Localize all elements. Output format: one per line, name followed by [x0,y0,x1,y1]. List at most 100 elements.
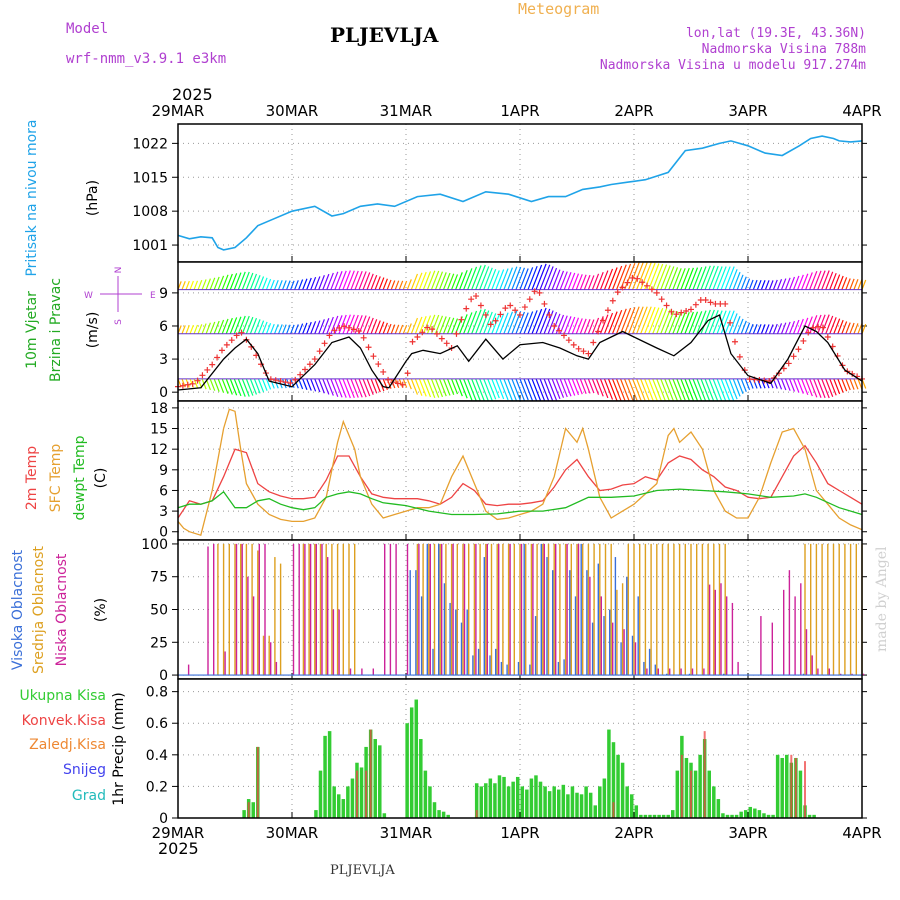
wind-barb [660,378,671,404]
wind-barb [338,270,347,290]
precip-bar [798,770,803,818]
wind-barb [668,267,679,290]
panel-clouds: 0 25 50 75 100 Visoka Oblacnost Srednja Oblacn… [10,537,867,684]
wind-barb [756,324,762,334]
wind-barb [543,378,554,403]
wind-barb [700,265,711,290]
wind-barb [829,272,837,290]
wind-barb [274,279,279,290]
model-label: Model [66,21,108,37]
wind-barb [789,320,796,334]
wind-barb [418,271,427,290]
pressure-series-line [177,135,863,251]
wind-barb [318,378,325,394]
y-tick-label: 1022 [132,136,168,152]
wind-barb [374,378,381,393]
gust-marker [560,332,567,339]
gust-marker [497,311,504,318]
wind-barb [704,265,715,290]
precip-series-0 [242,699,816,818]
wind-barb [776,378,783,390]
precip-bar [616,754,620,818]
gust-marker [228,337,235,344]
precip-bar [639,814,643,818]
gust-marker [546,311,553,318]
wind-barb [483,267,493,290]
wind-barb [205,322,211,334]
wind-barb [398,378,404,388]
wind-barb [318,275,325,290]
header: Model wrf-nmm_v3.9.1 e3km PLJEVLJA Meteo… [66,0,866,73]
wind-barb [507,378,518,403]
wind-barb [338,378,347,398]
wind-barb [744,378,751,391]
wind-barb [471,265,482,290]
wind-barb [652,263,664,290]
wind-barb [249,273,258,290]
gust-marker [394,380,401,387]
wind-barb [519,268,529,290]
precip-bar [698,754,702,818]
gust-marker [531,288,538,295]
precip-bar [593,805,597,818]
wind-barb [837,319,844,334]
wind-barb [402,324,408,334]
wind-barb [302,278,308,290]
gust-marker [575,345,582,352]
wind-barb [551,313,561,334]
wind-barb [688,311,699,334]
wind-barb [342,314,351,334]
precip-bar [369,729,372,818]
wind-speed-series-line [177,314,863,391]
wind-barb [652,307,664,334]
wind-barb [298,378,304,390]
wind-barb [414,316,423,334]
wind-barb [551,269,561,290]
wind-barb [704,378,715,403]
gust-marker [692,301,699,308]
wind-barb [366,317,374,334]
gust-marker [238,329,245,336]
wind-barb [692,378,703,402]
wind-barb [221,318,229,334]
precip-bar [780,757,784,818]
wind-barb [664,310,675,334]
wind-barb [632,306,644,334]
wind-barb [495,313,505,334]
gust-marker [419,329,426,336]
wind-barb [330,271,339,290]
y-tick-label: 0.2 [146,779,168,795]
gust-marker [287,380,294,387]
wind-barb [322,273,330,290]
wind-barb [595,271,604,290]
wind-barb [789,378,796,392]
wind-barb [736,318,744,334]
wind-barb [426,378,436,399]
wind-barb [712,310,723,334]
precip-bar [629,794,634,818]
wind-barb [471,378,482,404]
wind-barb [402,280,408,290]
wind-barb [732,271,741,290]
wind-barb [286,280,291,290]
pressure-unit: (hPa) [85,180,101,216]
wind-barb [611,265,623,290]
wind-barb [422,271,432,290]
wind-barb [426,314,436,334]
panel-temperature: 0 3 6 9 12 15 18 2m Temp SFC Temp dewpt Temp (C) [24,400,867,541]
wind-barb [748,323,754,334]
cloud-unit: (%) [93,598,109,622]
precip-bar [511,781,515,818]
wind-barb [306,321,312,334]
wind-barb [205,278,211,290]
wind-barb [616,264,627,290]
wind-barb [660,309,671,334]
time-tick-label-bottom: 4APR [842,824,881,842]
wind-barb [555,378,565,398]
wind-barb [463,268,473,290]
precip-bar [493,783,497,818]
wind-barb [503,311,514,334]
precip-bar [405,723,409,818]
precip-bar [423,770,428,818]
gust-marker [370,353,377,360]
